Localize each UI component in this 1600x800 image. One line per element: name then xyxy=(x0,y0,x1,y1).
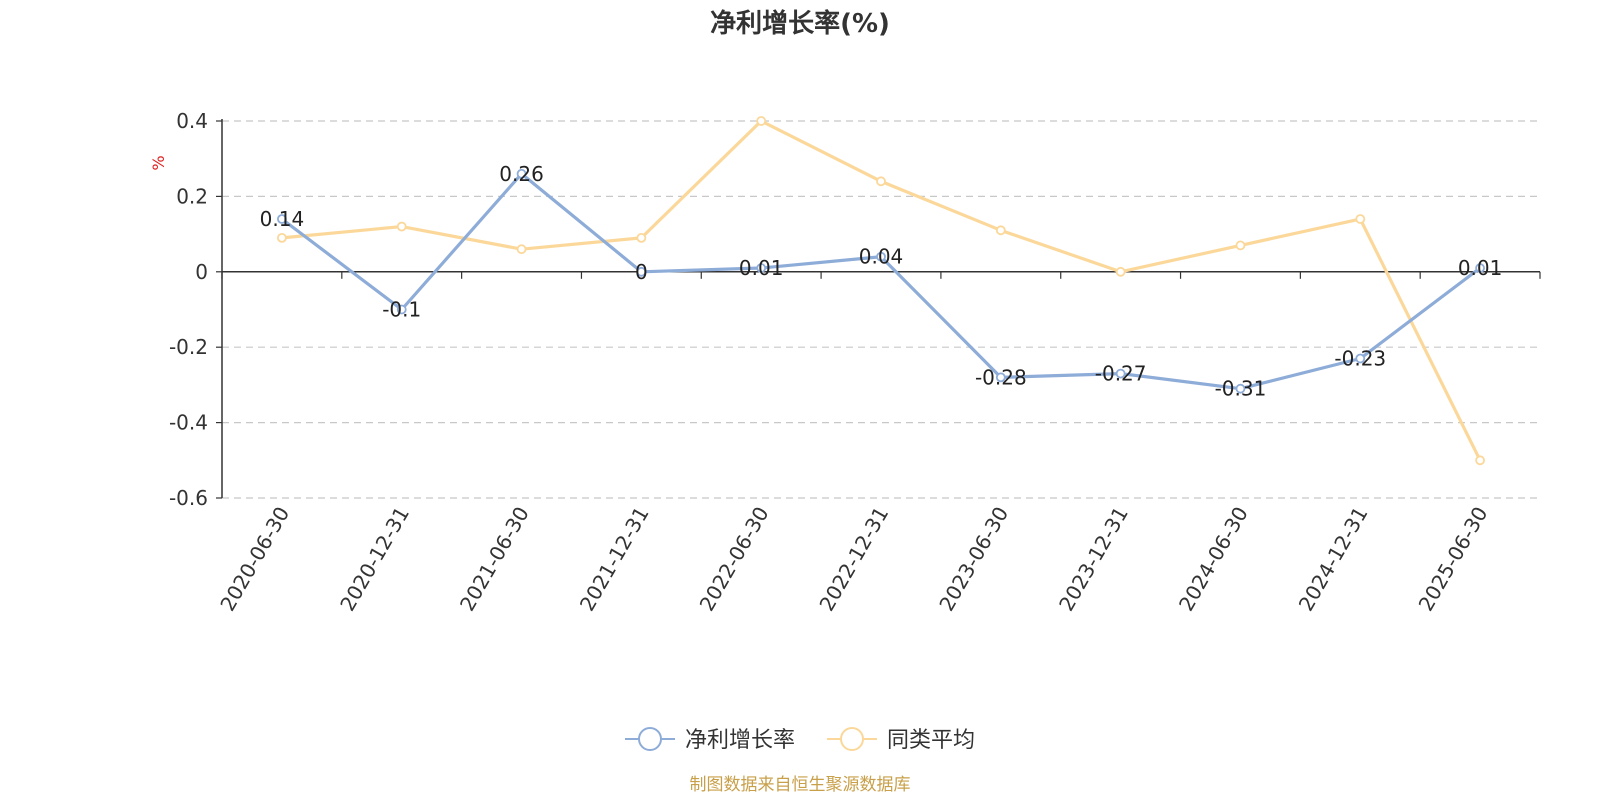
axes xyxy=(221,119,1540,498)
legend[interactable]: 净利增长率 同类平均 xyxy=(625,727,975,753)
x-tick-label: 2022-06-30 xyxy=(695,503,774,616)
data-label: 0.26 xyxy=(499,162,544,186)
series-point-0 xyxy=(396,304,407,315)
data-label: -0.23 xyxy=(1334,347,1386,371)
x-axis: 2020-06-30 2020-12-31 2021-06-30 2021-12-31… xyxy=(215,271,1541,616)
series-point-1 xyxy=(636,232,647,243)
series-point-0 xyxy=(277,214,287,224)
y-tick-label: -0.2 xyxy=(169,335,208,359)
x-tick-label: 2023-12-31 xyxy=(1054,503,1133,616)
series-point-0 xyxy=(1115,368,1126,379)
x-tick-label: 2024-12-31 xyxy=(1294,503,1373,616)
legend-item-0[interactable]: 净利增长率 xyxy=(625,727,795,753)
x-tick-label: 2021-12-31 xyxy=(575,503,654,616)
series-point-1 xyxy=(1115,266,1126,277)
series-point-1 xyxy=(516,244,527,255)
data-label: -0.31 xyxy=(1215,377,1267,401)
y-tick-label: 0.2 xyxy=(176,184,208,208)
series-point-1 xyxy=(876,176,886,187)
series-point-1 xyxy=(995,225,1006,236)
series-point-0 xyxy=(1235,383,1246,394)
chart-title: 净利增长率(%) xyxy=(710,8,890,39)
series-point-1 xyxy=(1235,240,1246,251)
x-tick-label: 2024-06-30 xyxy=(1174,503,1253,616)
series-point-1 xyxy=(756,116,767,126)
data-label: -0.1 xyxy=(382,298,421,322)
series-point-1 xyxy=(1475,455,1485,466)
series-point-0 xyxy=(636,266,647,277)
series-point-1 xyxy=(1355,214,1366,224)
x-tick-label: 2020-06-30 xyxy=(215,503,294,616)
legend-item-1[interactable]: 同类平均 xyxy=(827,727,975,753)
data-label: 0 xyxy=(635,260,648,284)
y-tick-label: 0.4 xyxy=(176,109,208,133)
series-point-1 xyxy=(396,221,407,232)
x-tick-label: 2021-06-30 xyxy=(455,503,534,616)
series-point-0 xyxy=(1475,263,1485,273)
series-layer xyxy=(277,116,1485,466)
data-label: 0.04 xyxy=(859,245,904,269)
y-tick-label: 0 xyxy=(195,260,208,284)
y-tick-label: -0.6 xyxy=(169,486,208,510)
series-line-0 xyxy=(280,172,1482,391)
data-label: -0.27 xyxy=(1095,362,1147,386)
legend-marker xyxy=(840,727,864,751)
series-point-0 xyxy=(756,263,767,273)
y-tick-label: -0.4 xyxy=(169,411,208,435)
series-point-0 xyxy=(1355,353,1366,364)
series-point-1 xyxy=(277,232,287,243)
series-point-0 xyxy=(995,372,1006,383)
x-tick-label: 2020-12-31 xyxy=(335,503,414,616)
x-tick-label: 2022-12-31 xyxy=(814,503,893,616)
data-labels: 0.14 -0.1 0.26 0 0.01 0.04 -0.28 -0.27 -0.31 -0.2… xyxy=(260,162,1503,401)
data-label: -0.28 xyxy=(975,365,1027,389)
grid-lines xyxy=(222,120,1540,499)
legend-marker xyxy=(638,727,662,751)
data-source-note: 制图数据来自恒生聚源数据库 xyxy=(690,775,911,795)
series-point-0 xyxy=(516,168,527,179)
series-line-1 xyxy=(281,119,1482,462)
y-axis-unit: % xyxy=(149,155,168,170)
series-point-0 xyxy=(876,251,886,262)
data-label: 0.01 xyxy=(1458,256,1503,280)
data-label: 0.14 xyxy=(260,207,305,231)
y-axis: 0.4 0.2 0 -0.2 -0.4 -0.6 xyxy=(169,109,222,510)
legend-label: 净利增长率 xyxy=(685,728,795,753)
x-tick-label: 2023-06-30 xyxy=(934,502,1013,615)
data-label: 0.01 xyxy=(739,256,784,280)
x-tick-label: 2025-06-30 xyxy=(1414,503,1493,616)
legend-label: 同类平均 xyxy=(887,728,975,753)
